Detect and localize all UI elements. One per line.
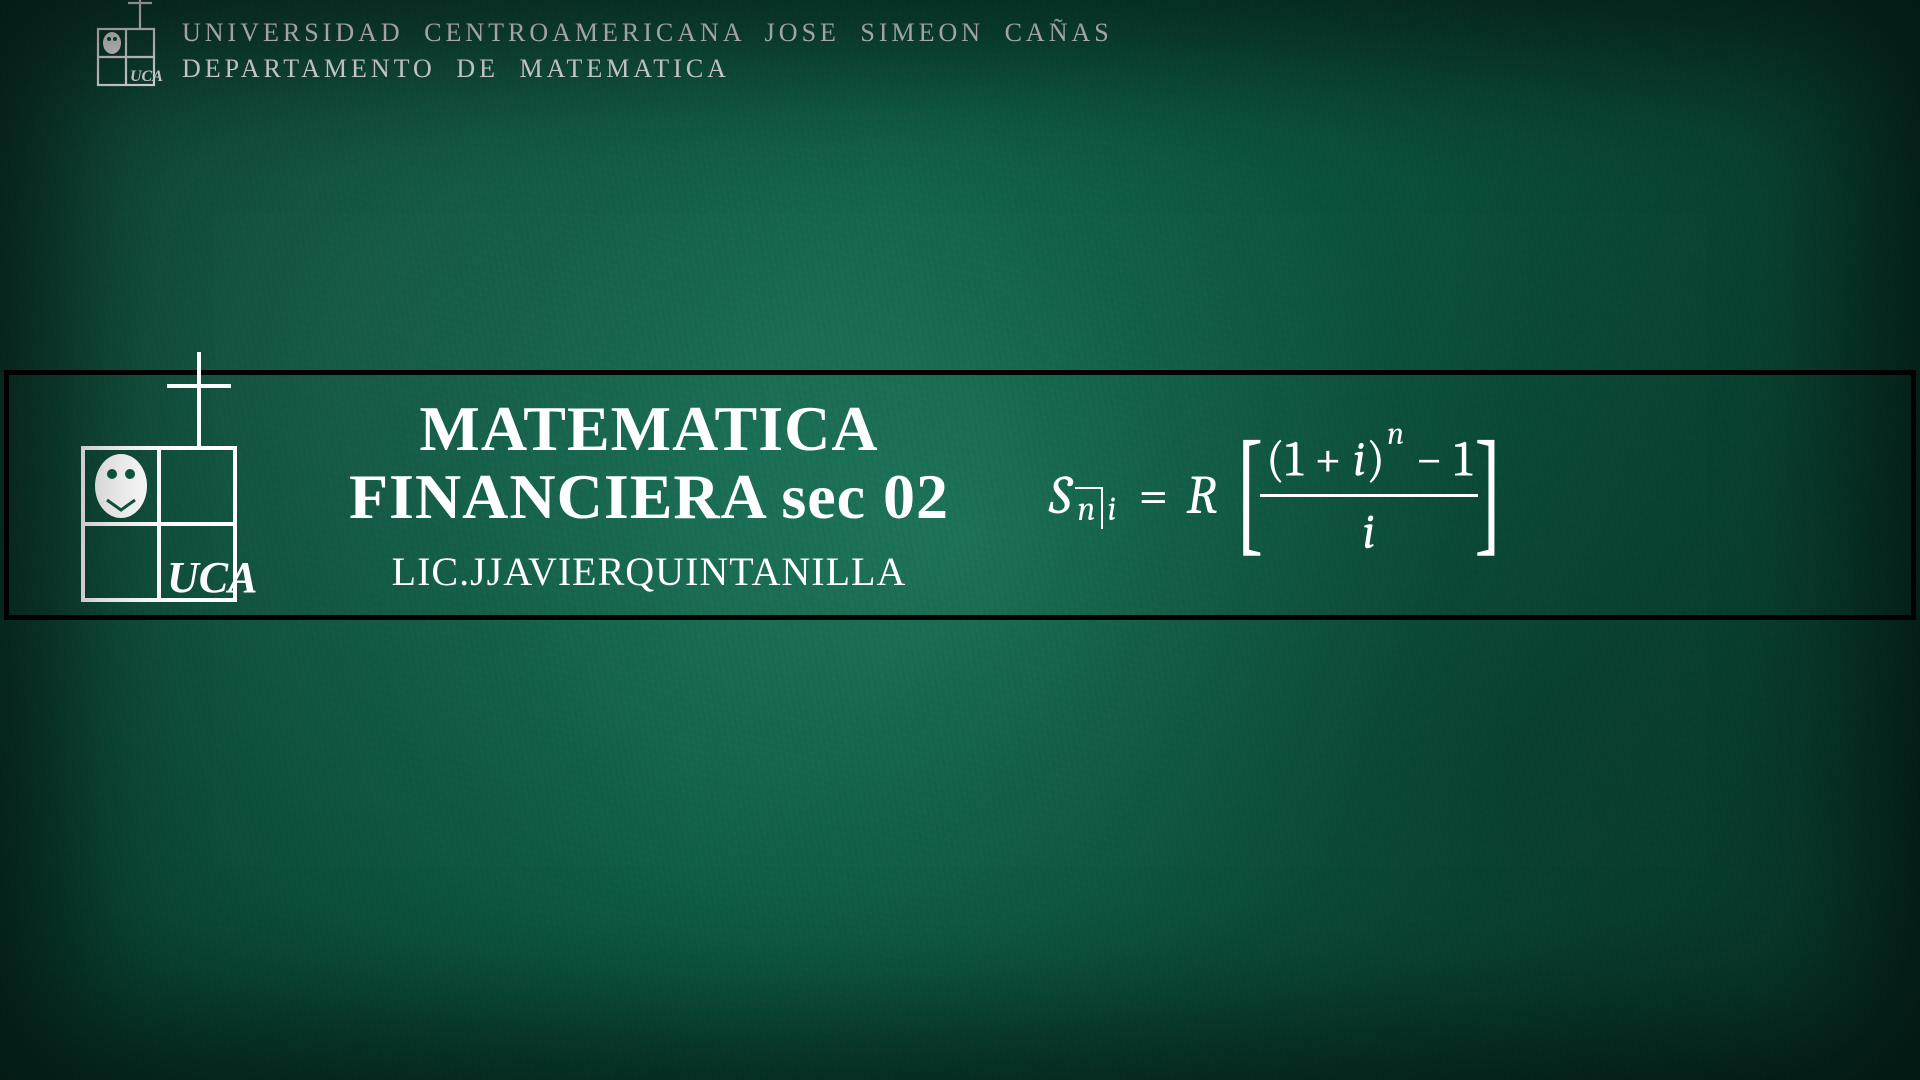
formula-denominator: i <box>1362 497 1375 561</box>
formula-sub-n: n <box>1075 487 1103 529</box>
course-banner: UCA MATEMATICA FINANCIERA sec 02 LIC.JJA… <box>4 370 1916 620</box>
university-name: UNIVERSIDAD CENTROAMERICANA JOSE SIMEON … <box>182 18 1113 48</box>
header: UCA UNIVERSIDAD CENTROAMERICANA JOSE SIM… <box>98 18 1113 84</box>
formula-numerator: (1 + i)n − 1 <box>1260 429 1478 498</box>
course-line1: MATEMATICA <box>419 393 878 464</box>
course-name: MATEMATICA FINANCIERA sec 02 <box>289 395 1009 529</box>
formula-R: R <box>1186 464 1217 527</box>
formula-S: S <box>1049 464 1071 527</box>
annuity-formula: S ni = R [ (1 + i)n − 1 i ] <box>1049 429 1511 562</box>
logo-text: UCA <box>130 68 163 85</box>
uca-logo-large: UCA <box>69 382 259 608</box>
instructor-name: LIC.JJAVIERQUINTANILLA <box>289 548 1009 595</box>
formula-sub: ni <box>1071 489 1120 529</box>
course-line2: FINANCIERA sec 02 <box>349 461 949 532</box>
bracket-close: ] <box>1474 435 1500 547</box>
course-titles: MATEMATICA FINANCIERA sec 02 LIC.JJAVIER… <box>289 395 1009 594</box>
uca-logo-small: UCA <box>98 19 154 83</box>
department-name: DEPARTAMENTO DE MATEMATICA <box>182 54 1113 84</box>
bracket-open: [ <box>1238 435 1264 547</box>
formula-exponent: n <box>1387 415 1404 452</box>
formula-fraction: (1 + i)n − 1 i <box>1260 429 1478 562</box>
formula-sub-i: i <box>1107 489 1116 529</box>
header-text: UNIVERSIDAD CENTROAMERICANA JOSE SIMEON … <box>182 18 1113 84</box>
logo-text: UCA <box>167 553 257 602</box>
formula-equals: = <box>1138 464 1168 527</box>
